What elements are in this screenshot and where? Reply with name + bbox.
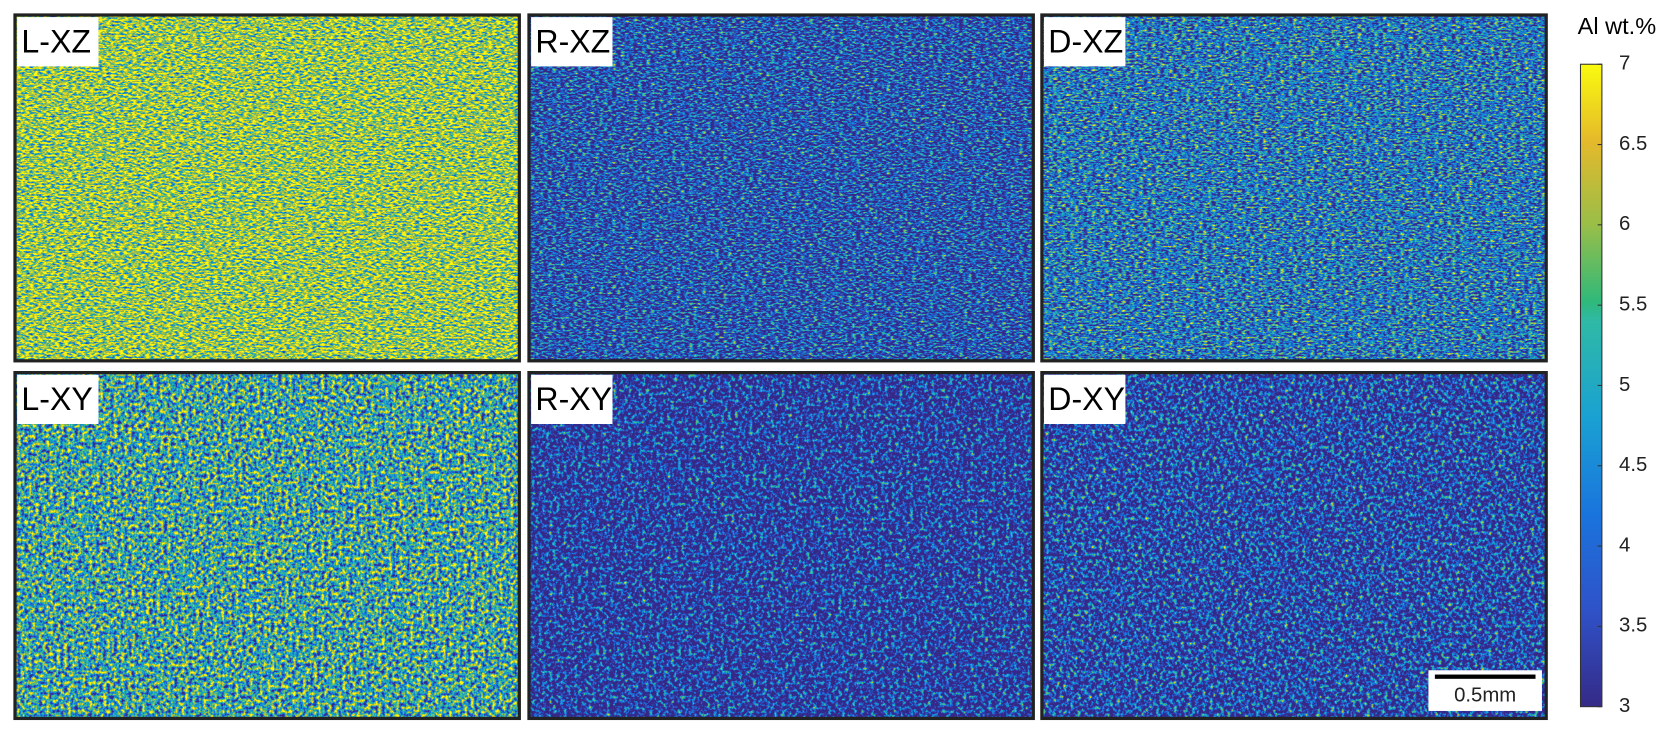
colorbar-tick-label: 4.5 [1619,454,1647,476]
map-frame [13,371,521,721]
map-frame [13,13,521,363]
map-frame [1040,13,1548,363]
map-frame [1040,371,1548,721]
map-image [1041,14,1547,361]
scale-bar [1434,674,1536,679]
panel-label: D-XY [1048,381,1125,417]
colorbar-tick-label: 6 [1619,213,1630,235]
colorbar-tick-label: 3.5 [1619,615,1647,637]
label-box [531,17,613,67]
colorbar-tick-label: 5 [1619,374,1630,396]
scale-bar-label: 0.5mm [1454,684,1516,706]
label-box [17,17,99,67]
panel-label: R-XY [535,381,612,417]
label-box [531,374,613,424]
map-image [528,14,1034,361]
colorbar-tick-label: 5.5 [1619,294,1647,316]
colorbar-tick-label: 7 [1619,53,1630,75]
label-box [1044,17,1126,67]
colorbar-tick-label: 3 [1619,695,1630,717]
colorbar-tick-label: 4 [1619,534,1630,556]
colorbar-title: Al wt.% [1578,13,1657,39]
map-image [14,14,520,361]
colorbar-tick-label: 6.5 [1619,133,1647,155]
panel-label: L-XY [21,381,92,417]
map-frame [527,371,1035,721]
map-frame [527,13,1035,363]
label-box [1044,374,1126,424]
map-image [528,372,1034,719]
map-image [14,372,520,719]
panel-label: L-XZ [21,23,91,59]
panel-label: D-XZ [1048,23,1123,59]
map-image [1041,372,1547,719]
label-box [17,374,99,424]
panel-label: R-XZ [535,23,610,59]
